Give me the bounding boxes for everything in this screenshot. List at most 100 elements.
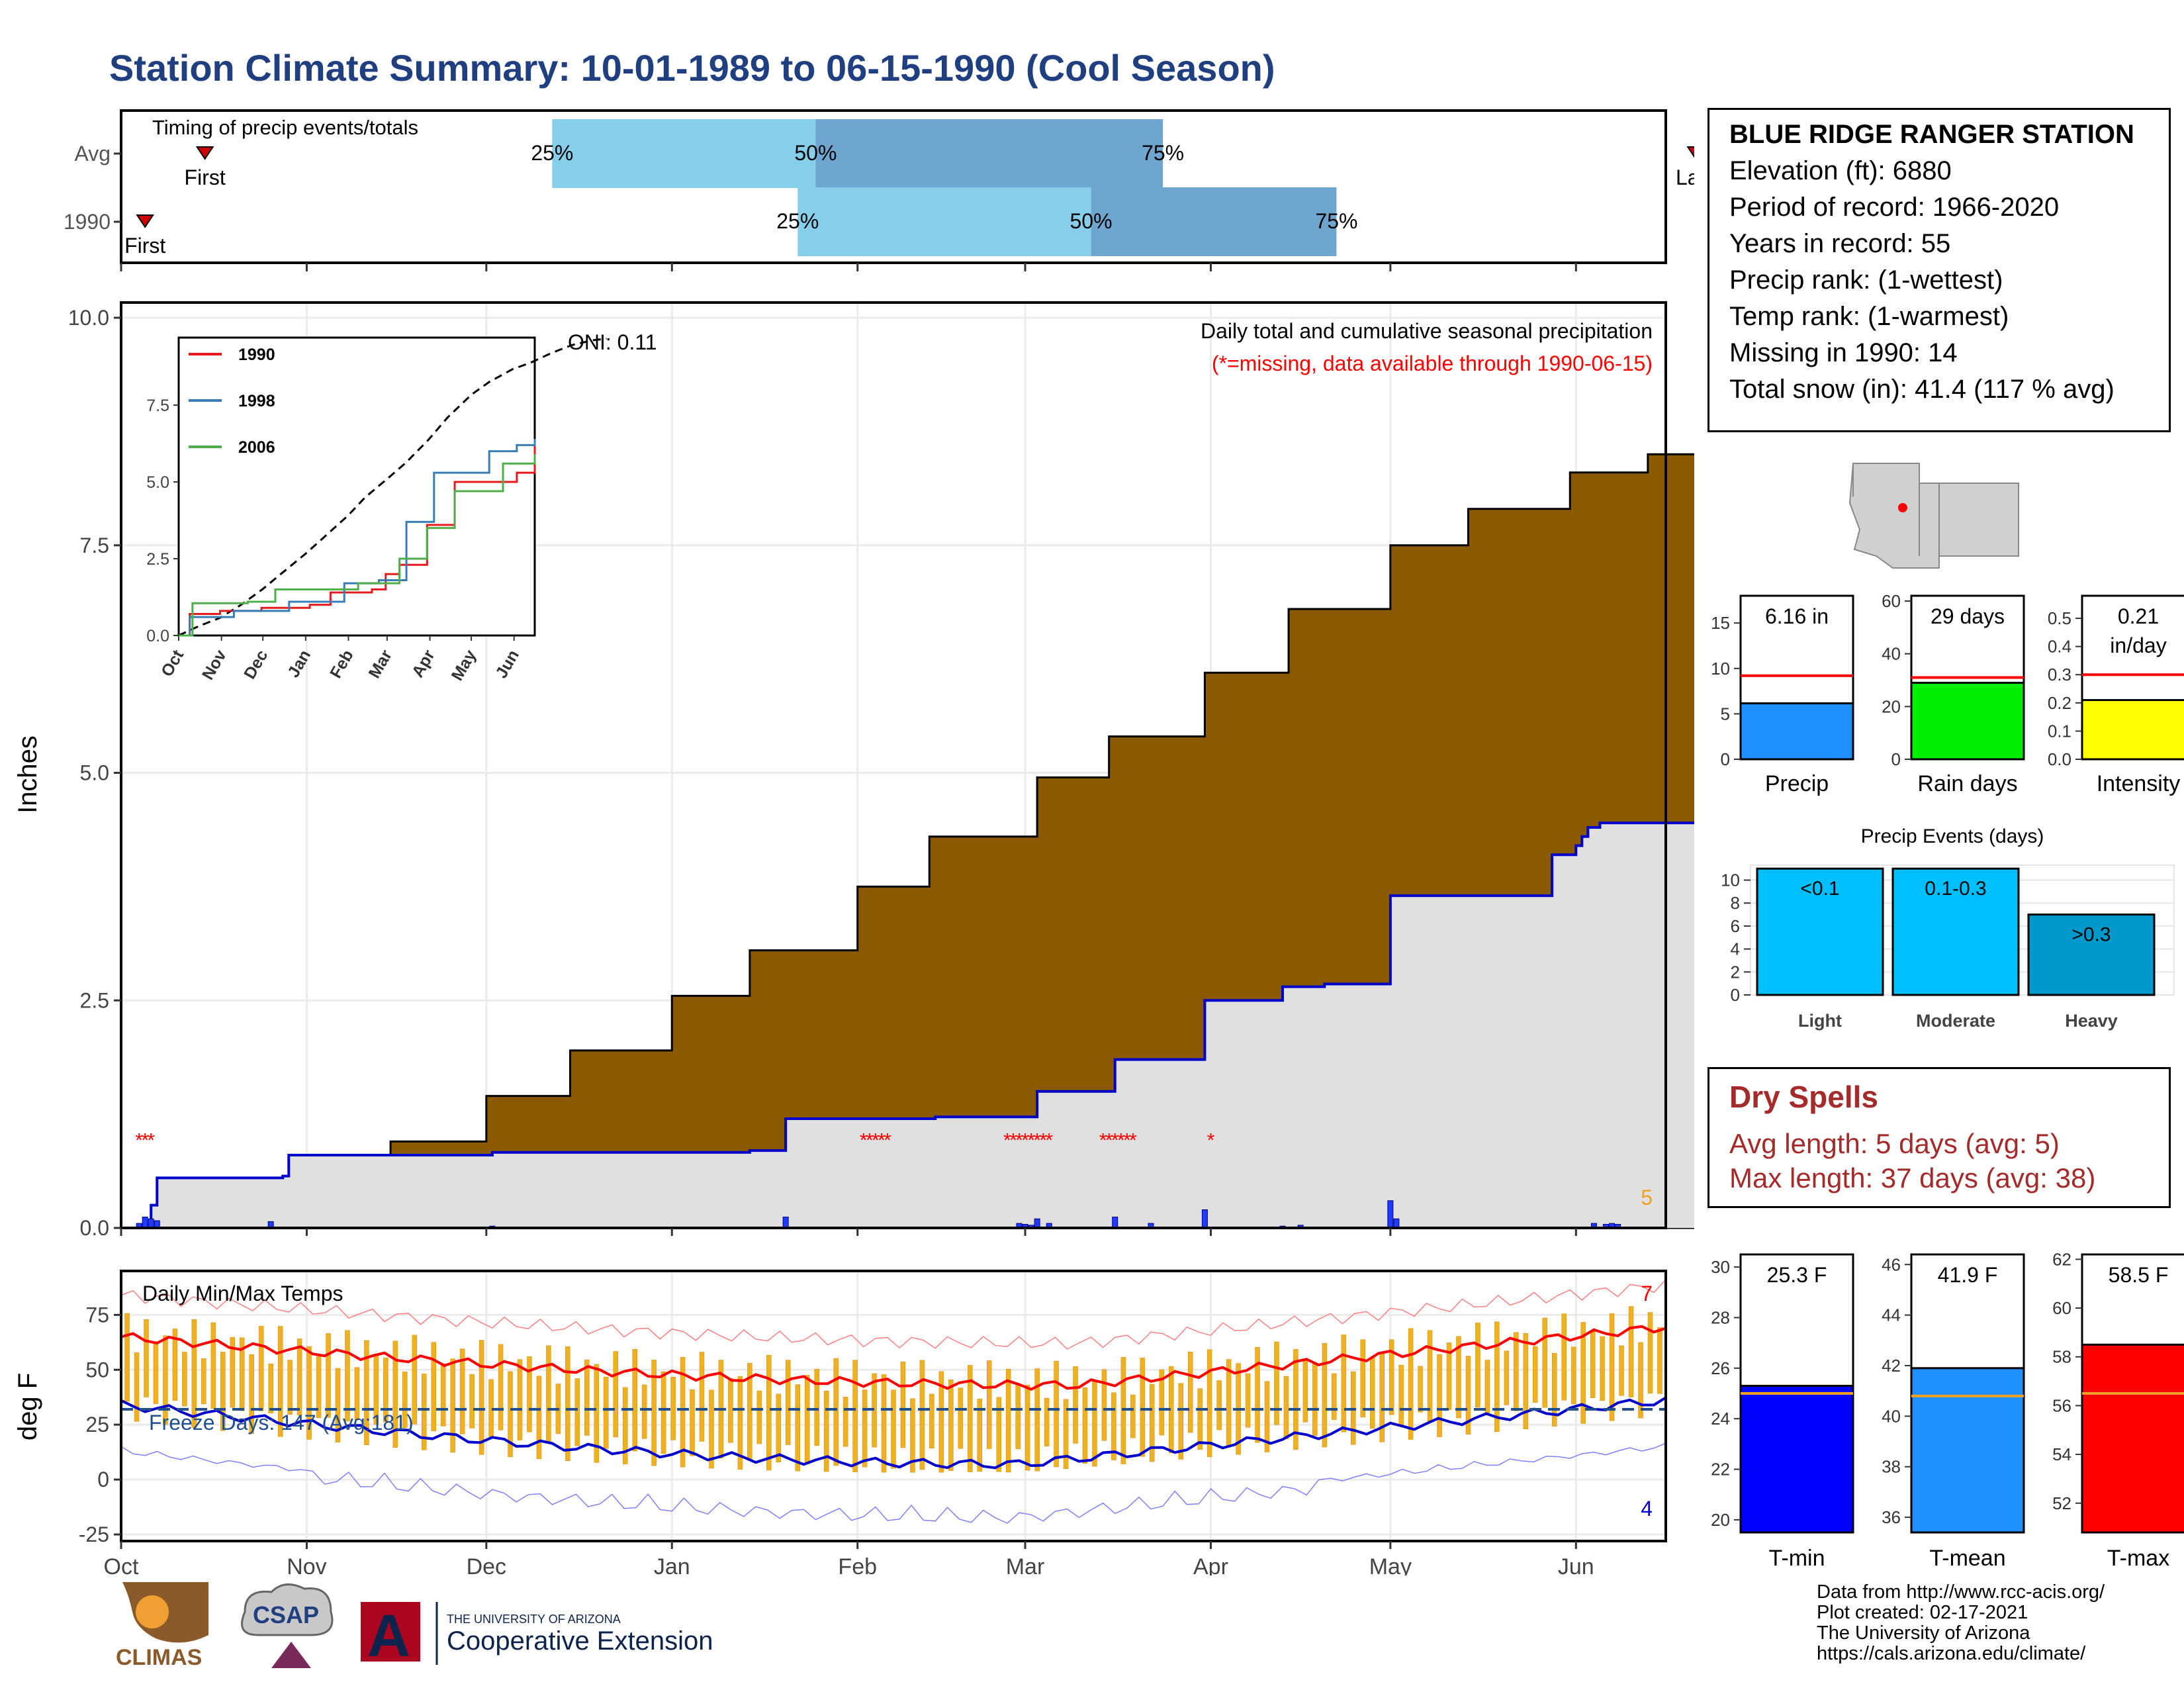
summary-label: T-min xyxy=(1769,1546,1825,1571)
dry-spells-avg: Avg length: 5 days (avg: 5) xyxy=(1729,1128,2060,1159)
main-ytick-label: 2.5 xyxy=(80,988,109,1012)
daily-temp-bar xyxy=(776,1393,782,1463)
events-category-label: Light xyxy=(1798,1011,1842,1031)
daily-temp-bar xyxy=(498,1344,504,1430)
temp-ytick-label: 25 xyxy=(85,1413,109,1436)
daily-temp-bar xyxy=(1255,1347,1260,1443)
timing-row-label: 1990 xyxy=(64,210,111,234)
summary-ytick-label: 54 xyxy=(2052,1444,2071,1464)
precip-main-chart: *** ***** ******** ****** *0.02.55.07.510.0I… xyxy=(13,301,1694,1240)
missing-marker: * xyxy=(1117,1129,1125,1151)
page-title: Station Climate Summary: 10-01-1989 to 0… xyxy=(109,47,1275,89)
station-info-box: BLUE RIDGE RANGER STATION Elevation (ft)… xyxy=(1707,108,2171,432)
summary-ytick-label: 0.1 xyxy=(2048,721,2071,741)
daily-temp-bar xyxy=(459,1348,465,1434)
summary-ytick-label: 40 xyxy=(1882,1406,1901,1426)
daily-temp-bar xyxy=(431,1342,436,1431)
station-location-marker xyxy=(1898,503,1907,512)
daily-temp-bar xyxy=(1054,1360,1059,1468)
dry-spells-title: Dry Spells xyxy=(1729,1080,1878,1114)
summary-ytick-label: 0 xyxy=(1721,749,1730,769)
daily-temp-bar xyxy=(996,1397,1001,1472)
ua-top-text: THE UNIVERSITY OF ARIZONA xyxy=(447,1613,621,1626)
missing-marker: * xyxy=(1099,1129,1107,1151)
daily-temp-bar xyxy=(1628,1306,1634,1397)
timing-bar-q2 xyxy=(815,119,1163,188)
daily-temp-bar xyxy=(795,1384,801,1472)
inset-series-line xyxy=(179,454,536,637)
daily-temp-bar xyxy=(1312,1363,1318,1436)
daily-temp-bar xyxy=(660,1371,666,1454)
station-line-years: Years in record: 55 xyxy=(1729,229,1951,258)
daily-temp-bar xyxy=(469,1374,475,1429)
daily-temp-bar xyxy=(422,1374,427,1450)
daily-temp-bar xyxy=(1024,1385,1030,1471)
temp-ytick-label: 75 xyxy=(85,1303,109,1327)
inset-legend-label: 2006 xyxy=(238,438,275,457)
daily-temp-bar xyxy=(1302,1360,1308,1423)
daily-temp-bar xyxy=(1551,1353,1557,1427)
daily-temp-bar xyxy=(1101,1369,1107,1441)
daily-precip-bar xyxy=(1201,1209,1208,1229)
temp-frame xyxy=(120,1270,1667,1542)
summary-ytick-label: 36 xyxy=(1882,1507,1901,1527)
timing-pct-label: 50% xyxy=(1070,209,1113,233)
daily-temp-bar xyxy=(335,1368,341,1442)
daily-temp-bar xyxy=(201,1358,206,1405)
daily-temp-bar xyxy=(1580,1322,1586,1424)
daily-temp-bar xyxy=(1322,1342,1328,1448)
record-max-line xyxy=(120,1279,1666,1350)
timing-pct-label: 25% xyxy=(531,141,573,165)
daily-temp-bar xyxy=(249,1354,254,1434)
missing-marker: * xyxy=(1009,1129,1017,1151)
main-ytick-label: 7.5 xyxy=(80,534,109,557)
credit-line: The University of Arizona xyxy=(1817,1622,2030,1644)
daily-temp-bar xyxy=(766,1354,772,1471)
events-ytick-label: 6 xyxy=(1731,916,1740,936)
daily-temp-bar xyxy=(900,1361,906,1448)
events-ytick-label: 10 xyxy=(1721,870,1740,890)
summary-value-text: 25.3 F xyxy=(1767,1263,1827,1287)
daily-temp-bar xyxy=(440,1363,446,1427)
daily-temp-bar xyxy=(1437,1354,1442,1437)
daily-temp-bar xyxy=(1187,1352,1193,1433)
daily-temp-bar xyxy=(172,1329,178,1401)
daily-temp-bar xyxy=(354,1367,360,1421)
daily-temp-bar xyxy=(1120,1357,1126,1464)
summary-label: T-mean xyxy=(1929,1546,2005,1571)
daily-temp-bar xyxy=(536,1376,542,1460)
summary-ytick-label: 60 xyxy=(2052,1298,2071,1318)
daily-temp-bar xyxy=(756,1390,762,1444)
avg-min-line xyxy=(120,1396,1667,1470)
missing-marker: * xyxy=(1021,1129,1029,1151)
daily-temp-bar xyxy=(1274,1341,1279,1425)
daily-temp-bar xyxy=(239,1337,245,1411)
daily-temp-bar xyxy=(1533,1346,1538,1403)
daily-temp-bar xyxy=(1590,1330,1596,1398)
credits: Data from http://www.rcc-acis.org/ Plot … xyxy=(1817,1582,2105,1664)
daily-temp-bar xyxy=(1475,1323,1480,1408)
events-category-label: Moderate xyxy=(1916,1011,1995,1031)
month-label: Apr xyxy=(1193,1554,1228,1575)
daily-temp-bar xyxy=(1570,1346,1576,1405)
record-min-line xyxy=(120,1442,1666,1524)
daily-temp-bar xyxy=(1523,1333,1529,1429)
missing-marker: * xyxy=(860,1129,868,1151)
daily-temp-bar xyxy=(450,1358,455,1453)
daily-temp-bar xyxy=(613,1351,618,1438)
daily-temp-bar xyxy=(852,1360,858,1472)
summary-ytick-label: 46 xyxy=(1882,1254,1901,1274)
events-bar-label: <0.1 xyxy=(1800,878,1839,900)
timing-bar-q2 xyxy=(1091,187,1337,256)
locator-map xyxy=(1840,457,2038,576)
station-name: BLUE RIDGE RANGER STATION xyxy=(1729,120,2134,149)
daily-temp-bar xyxy=(1427,1330,1433,1422)
temp-ylabel: deg F xyxy=(13,1373,42,1440)
daily-temp-bar xyxy=(1293,1349,1298,1450)
daily-temp-bar xyxy=(1446,1342,1452,1410)
summary-value-text: 41.9 F xyxy=(1938,1263,1998,1287)
temp-chart: -25 0 25 50 75 Oct Nov Dec Jan Feb Mar Apr May Jun deg… xyxy=(13,1270,1667,1575)
summary-value-text: 58.5 F xyxy=(2109,1263,2169,1287)
timing-pct-label: 25% xyxy=(776,209,819,233)
events-bar xyxy=(2027,914,2156,996)
